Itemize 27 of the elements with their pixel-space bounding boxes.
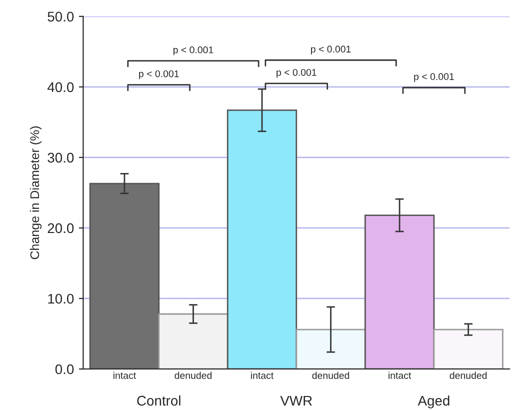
annotation: p < 0.001 bbox=[414, 73, 454, 82]
bar bbox=[433, 328, 504, 369]
bar bbox=[89, 182, 160, 369]
annotation: p < 0.001 bbox=[311, 46, 351, 54]
y-tick-label: 20.0 bbox=[48, 223, 74, 234]
x-tick-label: denuded bbox=[312, 372, 350, 379]
text: VWR bbox=[280, 396, 312, 406]
bar bbox=[364, 214, 435, 369]
annotation: p < 0.001 bbox=[139, 70, 179, 80]
x-tick-label: denuded bbox=[450, 372, 487, 379]
bar bbox=[158, 313, 228, 369]
bar bbox=[226, 109, 298, 369]
x-tick-label: intact bbox=[251, 372, 274, 379]
x-tick-label: intact bbox=[388, 372, 412, 379]
text: Control bbox=[137, 395, 180, 406]
y-axis-title: Change in Diameter (%) bbox=[30, 126, 42, 260]
annotation: p < 0.001 bbox=[173, 46, 214, 56]
y-tick-label: 50.0 bbox=[48, 12, 74, 22]
x-tick-label: denuded bbox=[174, 372, 212, 379]
annotation: p < 0.001 bbox=[276, 68, 316, 78]
text: Aged bbox=[418, 395, 450, 408]
y-tick-label: 30.0 bbox=[48, 152, 74, 163]
bar bbox=[296, 328, 366, 369]
y-tick-label: 0.0 bbox=[55, 364, 74, 374]
y-tick-label: 40.0 bbox=[47, 82, 74, 92]
y-tick-label: 10.0 bbox=[48, 294, 74, 304]
x-tick-label: intact bbox=[113, 372, 136, 379]
